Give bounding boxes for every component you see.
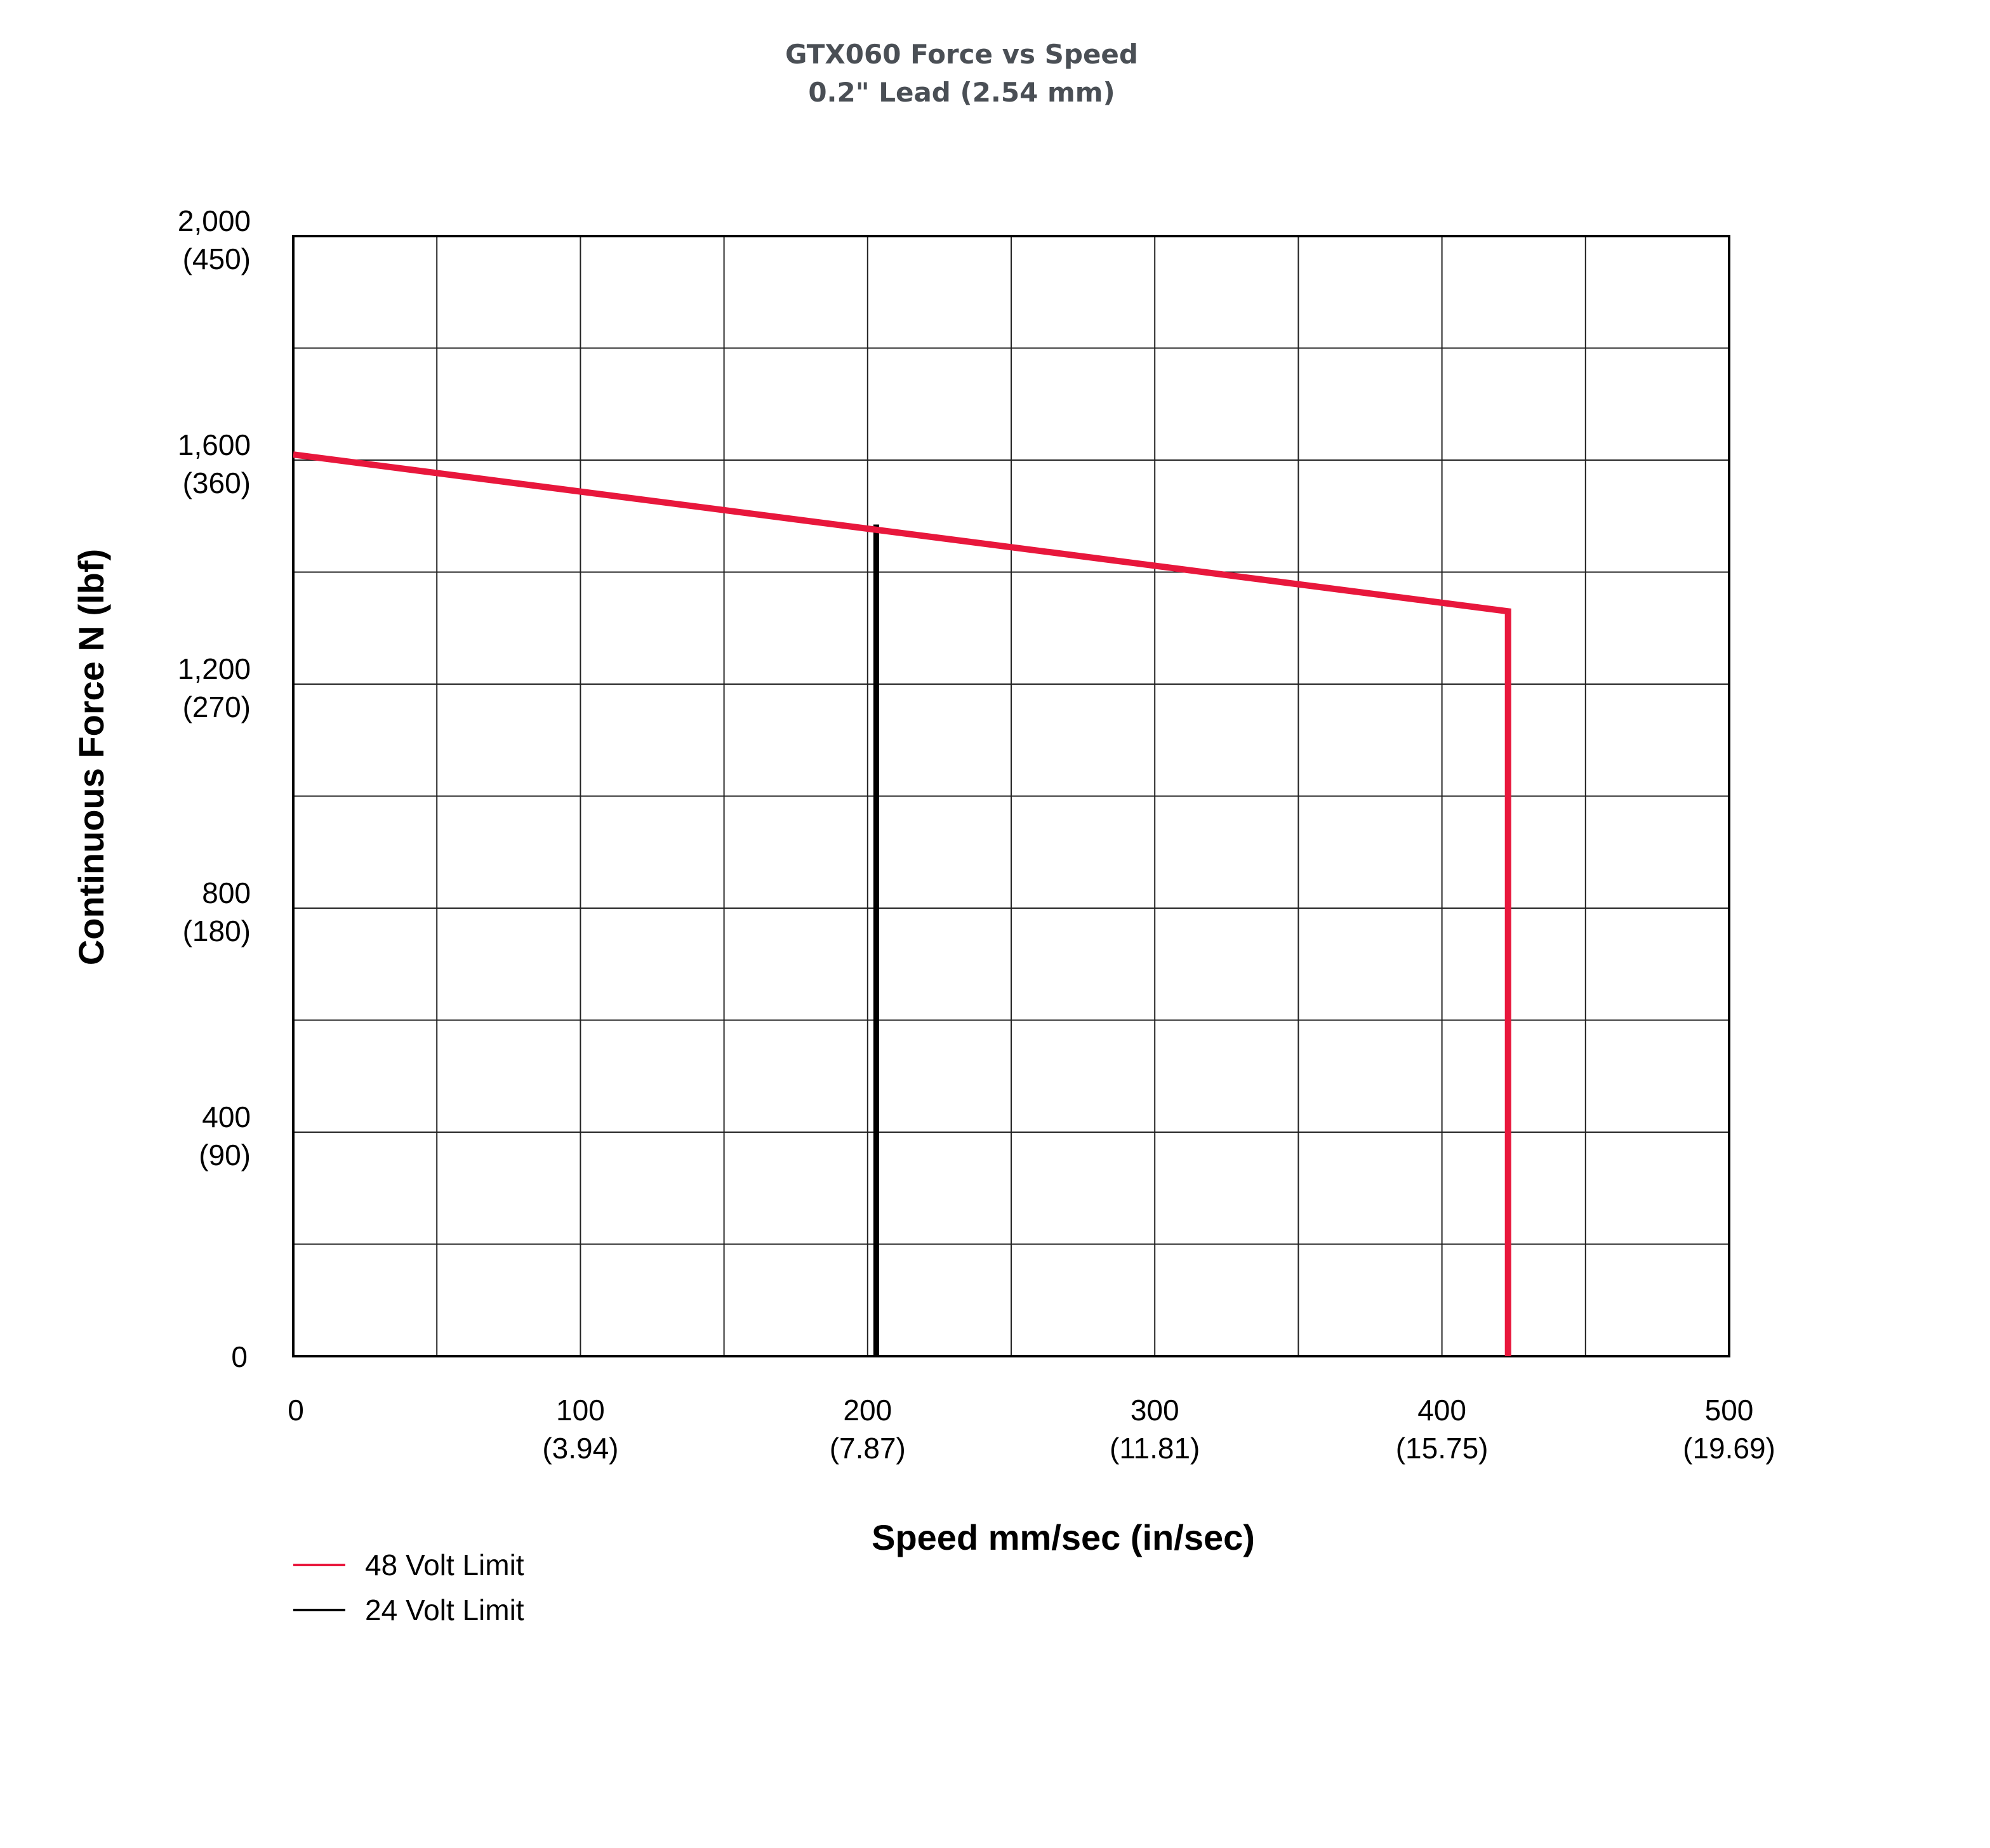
y-tick-label: 1,600 [178, 428, 251, 461]
y-tick-label: 0 [231, 1340, 248, 1373]
chart-subtitle: 0.2" Lead (2.54 mm) [808, 77, 1115, 108]
x-tick-sublabel: (19.69) [1683, 1432, 1775, 1465]
x-axis-ticks: 0 100 (3.94) 200 (7.87) 300 (11.81) 400 (15.75) 5… [288, 1394, 1775, 1465]
x-tick-sublabel: (11.81) [1110, 1432, 1200, 1465]
plot-frame [292, 235, 1730, 1357]
y-tick-sublabel: (180) [183, 914, 251, 947]
legend: 48 Volt Limit 24 Volt Limit [293, 1548, 524, 1627]
x-tick-label: 300 [1131, 1394, 1179, 1427]
legend-label: 48 Volt Limit [365, 1548, 524, 1581]
x-tick-sublabel: (15.75) [1396, 1432, 1489, 1465]
y-tick-label: 400 [202, 1100, 251, 1133]
x-tick-sublabel: (3.94) [542, 1432, 618, 1465]
y-tick-sublabel: (450) [183, 242, 251, 275]
x-tick-label: 100 [556, 1394, 605, 1427]
y-axis-ticks: 0 400 (90) 800 (180) 1,200 (270) 1,600 (360) 2,00… [178, 204, 251, 1373]
x-tick-sublabel: (7.87) [830, 1432, 906, 1465]
y-tick-label: 1,200 [178, 652, 251, 685]
x-tick-label: 0 [288, 1394, 304, 1427]
y-tick-sublabel: (90) [199, 1138, 251, 1172]
x-tick-label: 200 [843, 1394, 892, 1427]
x-tick-label: 400 [1417, 1394, 1466, 1427]
series-line-48-volt-limit [293, 451, 1511, 1356]
grid-lines [293, 235, 1730, 1357]
legend-label: 24 Volt Limit [365, 1594, 524, 1627]
y-tick-sublabel: (270) [183, 690, 251, 723]
series-layer [293, 451, 1511, 1356]
y-axis-title: Continuous Force N (lbf) [71, 549, 111, 965]
y-tick-label: 2,000 [178, 204, 251, 237]
x-tick-label: 500 [1705, 1394, 1754, 1427]
x-axis-title: Speed mm/sec (in/sec) [872, 1517, 1255, 1557]
chart-title: GTX060 Force vs Speed [785, 39, 1138, 70]
y-tick-sublabel: (360) [183, 466, 251, 499]
y-tick-label: 800 [202, 876, 251, 909]
